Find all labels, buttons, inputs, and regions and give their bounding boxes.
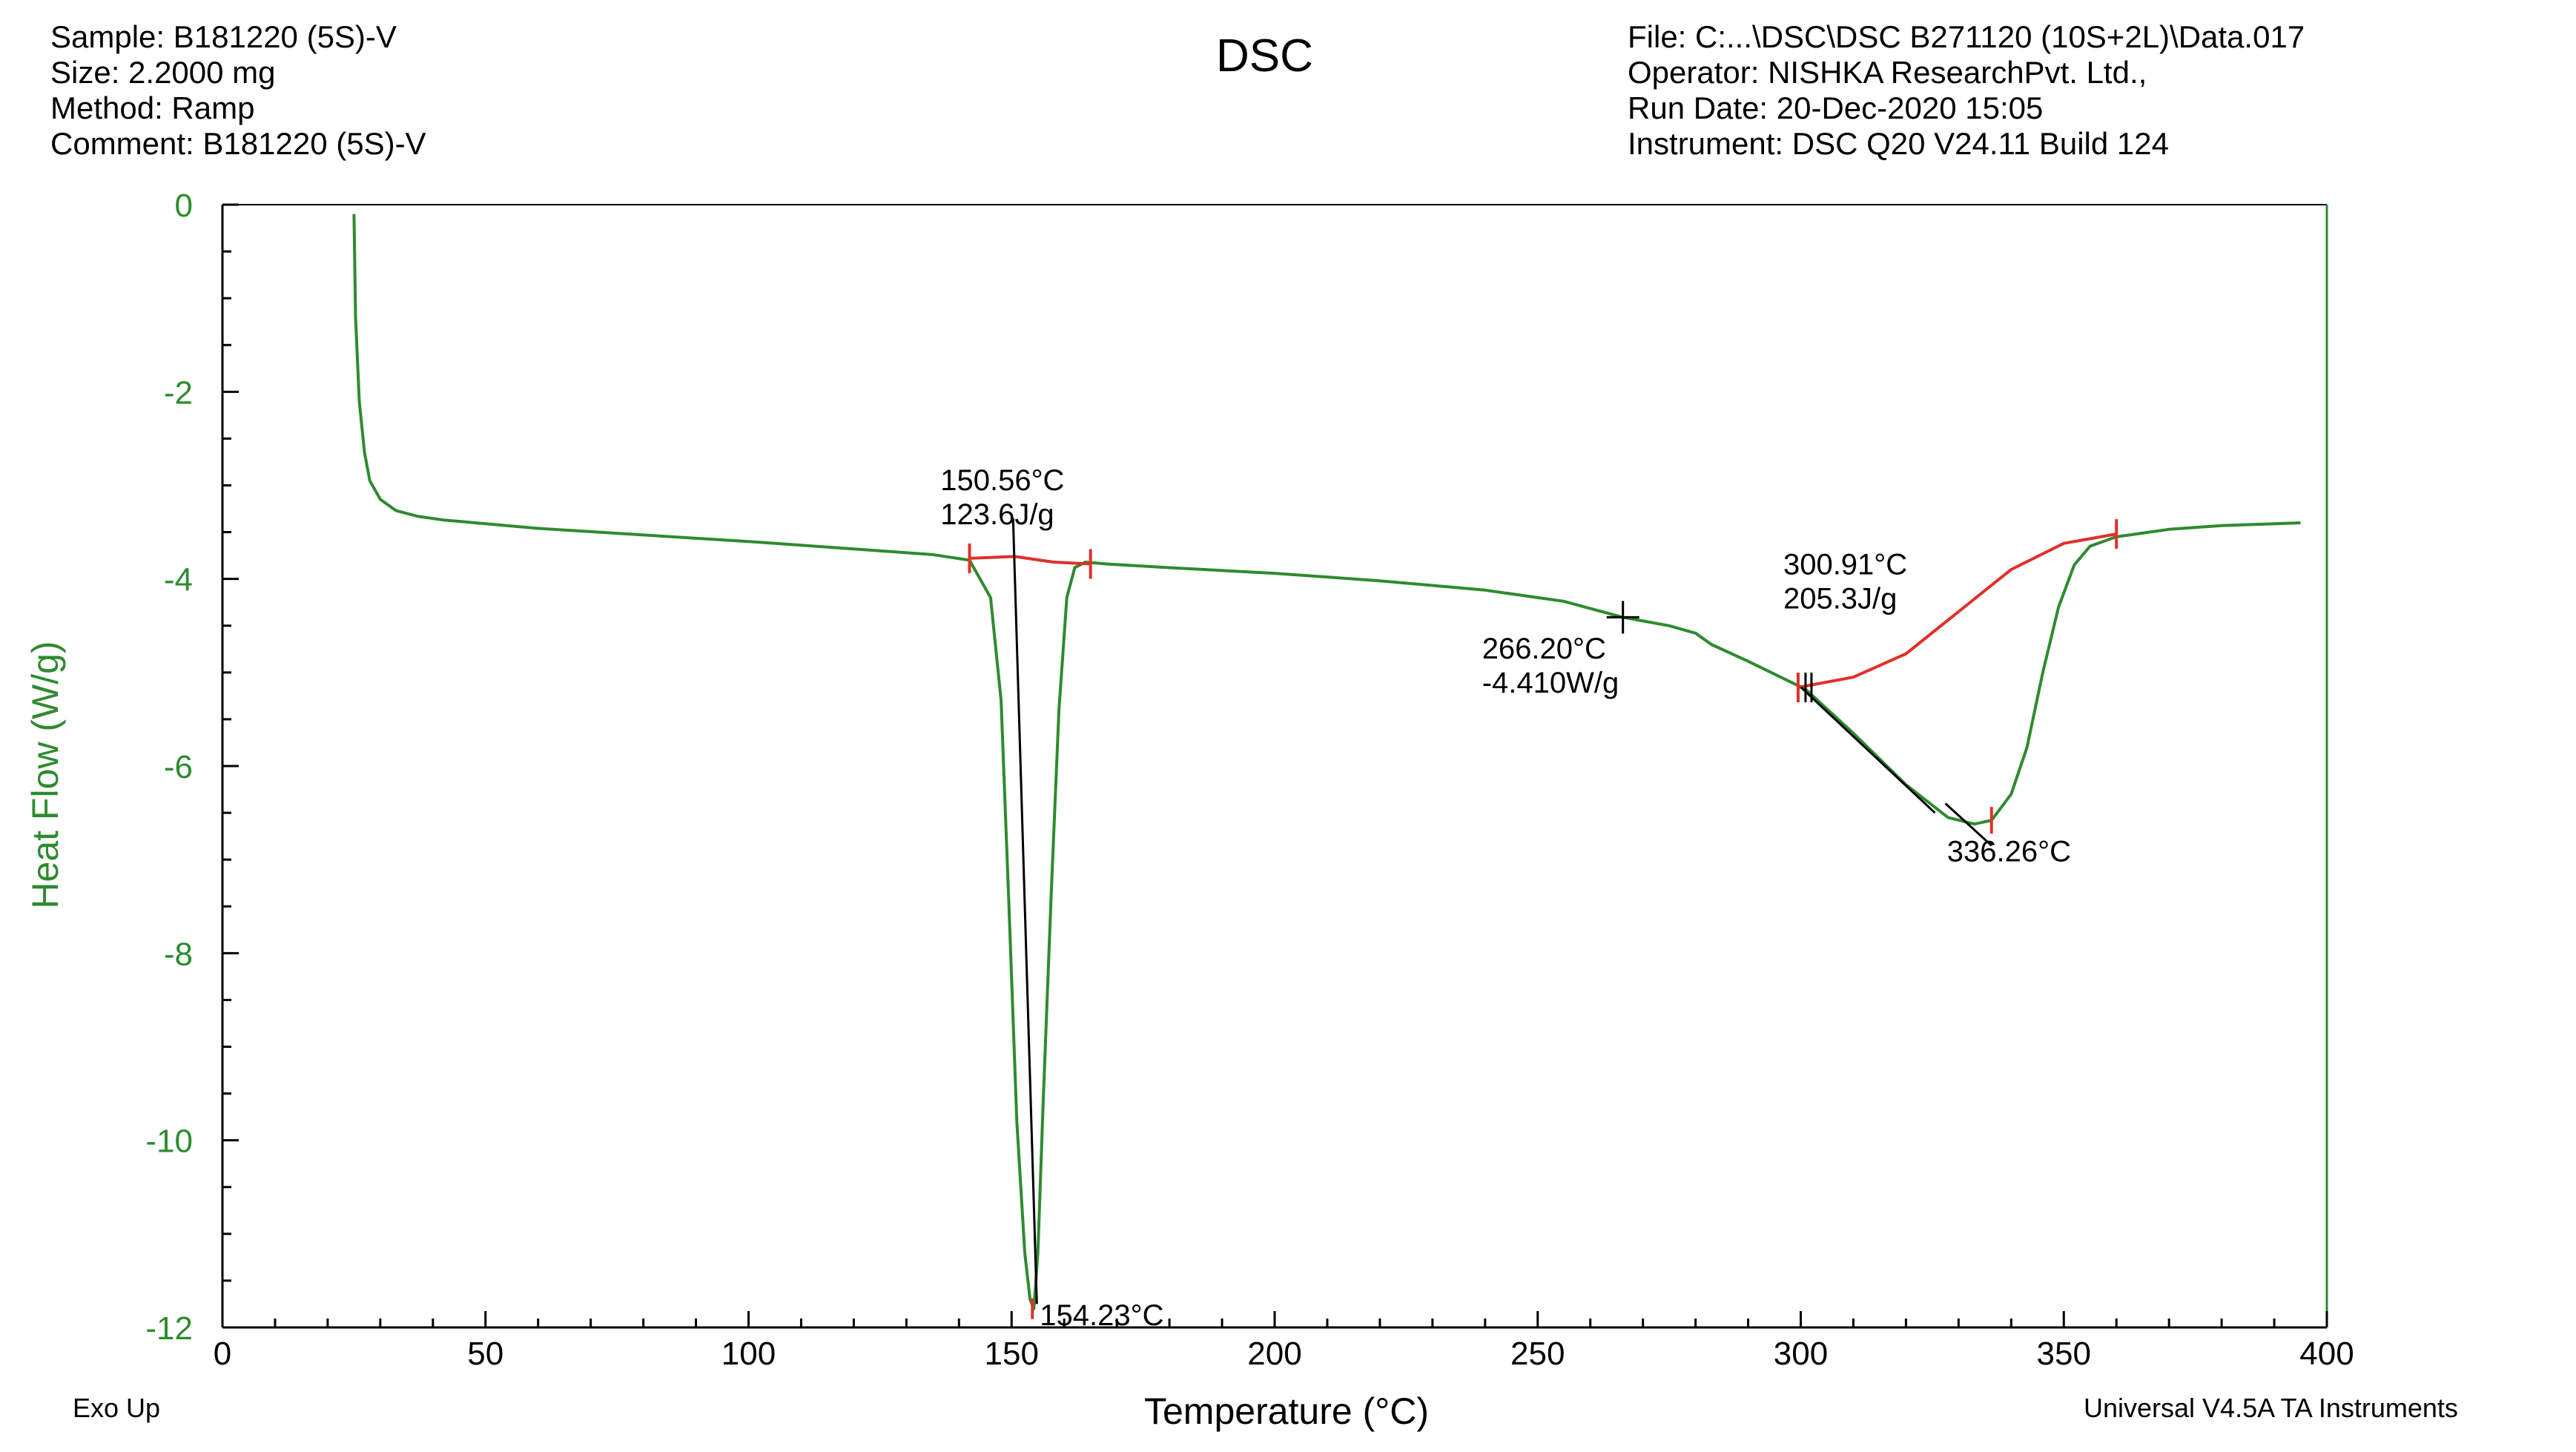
baseline-layer [968,519,2118,703]
x-tick-label: 400 [2299,1336,2354,1372]
y-tick-label: -8 [164,936,193,972]
peak-leader-line [1944,802,1992,847]
annotation-label: 123.6J/g [940,498,1054,531]
y-tick-label: -4 [164,562,193,598]
series-layer [352,214,2301,1310]
comment-line: Comment: B181220 (5S)-V [50,126,426,161]
annotation-label: 205.3J/g [1783,582,1897,615]
chart-title: DSC [1216,30,1313,82]
x-tick-label: 50 [467,1336,503,1372]
x-axis-label: Temperature (°C) [1144,1390,1429,1432]
x-tick-label: 150 [985,1336,1039,1372]
sample-info: Sample: B181220 (5S)-V Size: 2.2000 mg M… [50,19,426,162]
x-tick-label: 200 [1247,1336,1301,1372]
onset-tangent-line [1800,686,1936,814]
x-tick-label: 100 [721,1336,776,1372]
annotation-label: 336.26°C [1947,836,2071,868]
operator-line: Operator: NISHKA ResearchPvt. Ltd., [1628,55,2147,90]
annotation-label: 300.91°C [1783,548,1907,581]
x-tick-label: 300 [1774,1336,1828,1372]
x-tick-label: 250 [1510,1336,1565,1372]
y-tick-label: -10 [145,1123,193,1160]
file-line: File: C:...\DSC\DSC B271120 (10S+2L)\Dat… [1628,19,2305,54]
onset-tangent-line [1011,518,1038,1304]
sample-line: Sample: B181220 (5S)-V [50,19,397,54]
method-line: Method: Ramp [50,90,255,125]
instrument-line: Instrument: DSC Q20 V24.11 Build 124 [1628,126,2169,161]
y-tick-label: 0 [175,188,193,224]
annotation-label: 150.56°C [940,464,1064,497]
annotation-label: -4.410W/g [1482,667,1619,699]
heat-flow-curve [352,214,2301,1310]
ticks: 0 50 100 150 200 250 300 350 400 0 -2 -4 -6 -8 -10 -12 [145,188,2354,1372]
software-label: Universal V4.5A TA Instruments [2084,1393,2458,1423]
run-date-line: Run Date: 20-Dec-2020 15:05 [1628,90,2044,125]
exo-up-label: Exo Up [73,1393,161,1423]
size-line: Size: 2.2000 mg [50,55,276,90]
x-tick-label: 350 [2037,1336,2091,1372]
x-tick-label: 0 [214,1336,231,1372]
y-axis-label: Heat Flow (W/g) [24,641,66,908]
annotation-label: 154.23°C [1040,1299,1163,1332]
axes [221,204,2328,1329]
integration-baseline [969,555,1091,566]
integration-baseline [1797,532,2117,689]
y-tick-label: -2 [164,374,193,411]
y-tick-label: -12 [145,1310,193,1347]
annotation-label: 266.20°C [1482,633,1606,665]
run-info: File: C:...\DSC\DSC B271120 (10S+2L)\Dat… [1628,19,2305,162]
y-tick-label: -6 [164,749,193,785]
